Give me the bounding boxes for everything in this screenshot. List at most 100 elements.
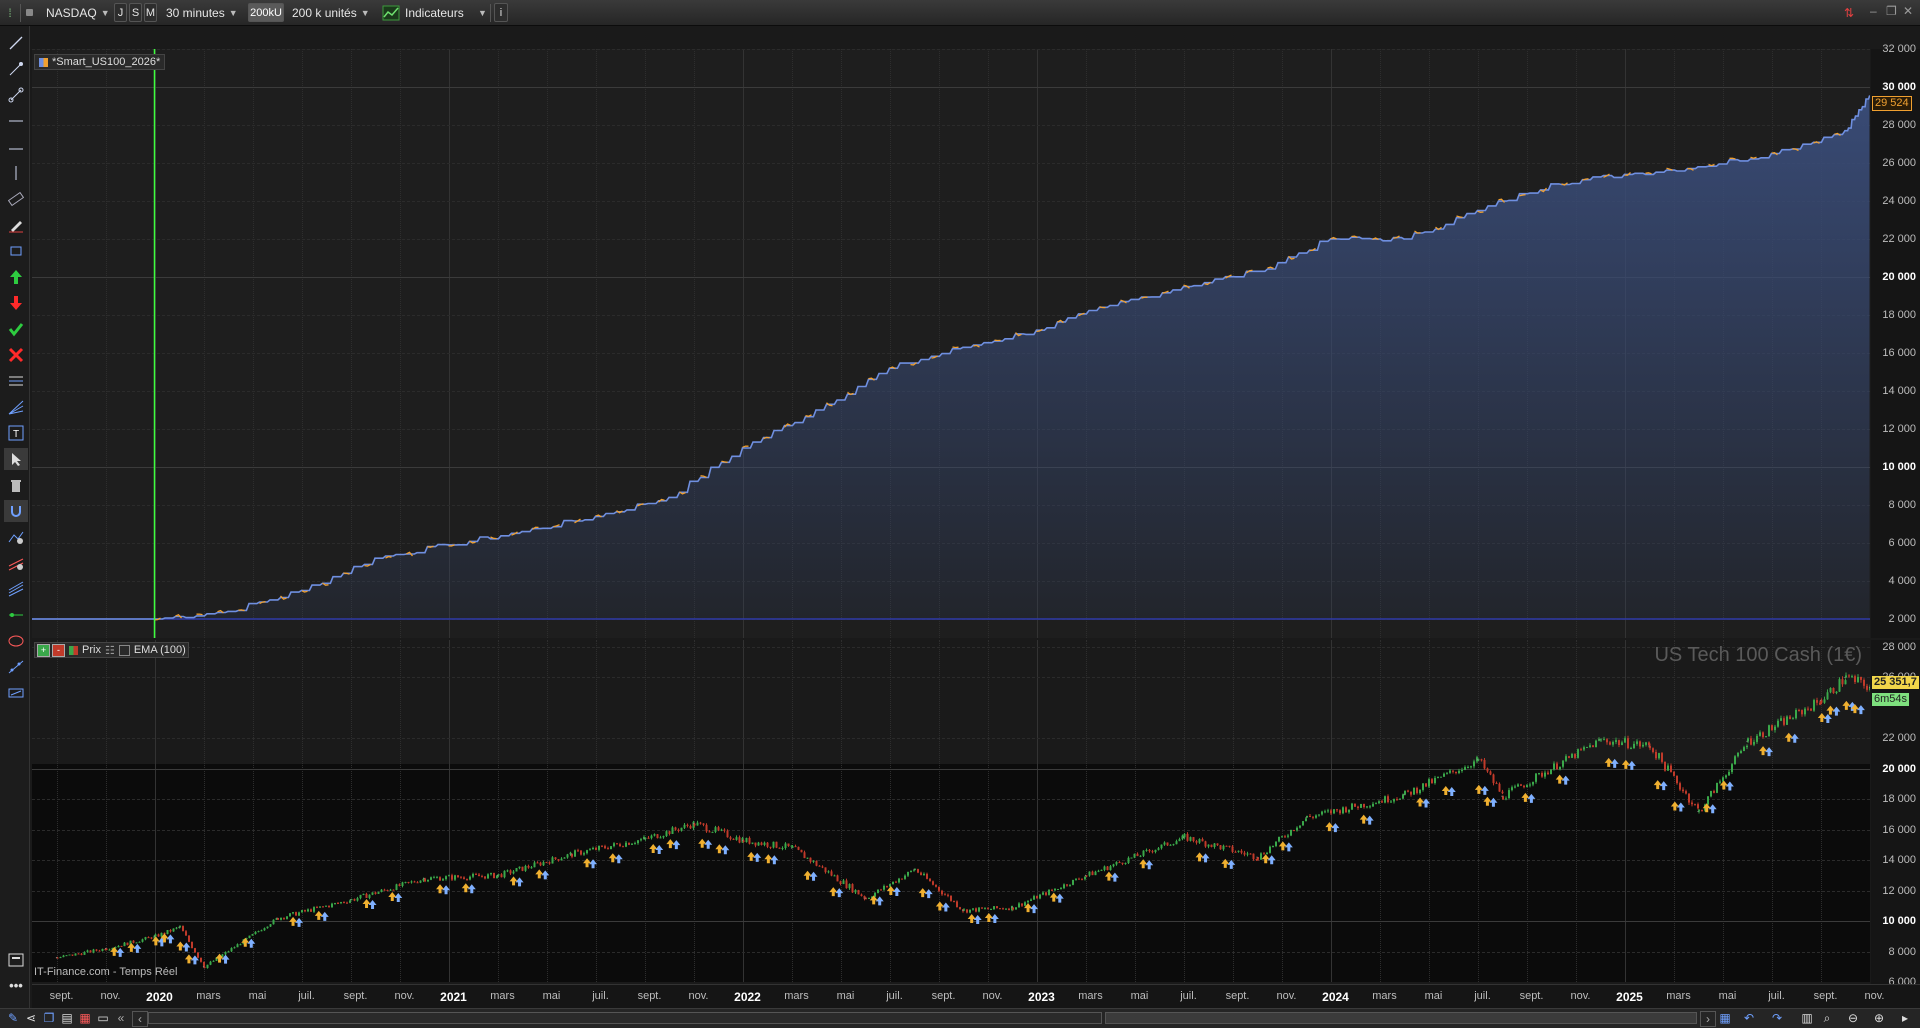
info-icon[interactable]: i — [494, 3, 508, 22]
redo-icon[interactable]: ↷ — [1770, 1011, 1784, 1025]
candle — [360, 895, 362, 898]
rectangle-tool-icon[interactable] — [4, 240, 28, 262]
units-select[interactable]: 200 k unités▼ — [292, 3, 372, 22]
scroll-track[interactable] — [148, 1012, 1102, 1024]
trade-marker — [919, 888, 933, 898]
trash-icon[interactable] — [4, 474, 28, 496]
pencil-icon[interactable] — [4, 214, 28, 236]
minimize-icon[interactable]: – — [1870, 4, 1877, 18]
fibonacci-fan-icon[interactable] — [4, 396, 28, 418]
segment-tool-icon[interactable] — [4, 84, 28, 106]
vertical-line-icon[interactable] — [4, 162, 28, 184]
candle — [1520, 784, 1522, 785]
copy-icon[interactable]: ❐ — [42, 1011, 56, 1025]
strategy-legend[interactable]: *Smart_US100_2026* — [34, 54, 165, 70]
candle — [207, 965, 209, 968]
trade-marker — [1442, 786, 1456, 796]
market-select[interactable]: NASDAQ▼ — [46, 3, 108, 22]
scroll-right-icon[interactable]: › — [1700, 1011, 1716, 1027]
refresh-icon[interactable]: ⇅ — [1844, 3, 1860, 22]
svg-text:T: T — [13, 429, 19, 440]
backtest-icon[interactable]: ▦ — [78, 1011, 92, 1025]
horizontal-ray-icon[interactable] — [4, 136, 28, 158]
units-preset-button[interactable]: 200kU — [248, 3, 284, 22]
line-tool-icon[interactable] — [4, 32, 28, 54]
price-point — [154, 936, 155, 937]
y-axis-label: 22 000 — [1882, 732, 1916, 744]
more-tools-icon[interactable]: ••• — [4, 974, 28, 996]
candle — [1155, 850, 1157, 852]
pitchfork-icon[interactable] — [4, 578, 28, 600]
candle — [564, 857, 566, 858]
color-menu-icon[interactable] — [26, 3, 34, 22]
indicators-menu[interactable]: Indicateurs — [405, 3, 481, 22]
chevron-down-icon[interactable]: ▼ — [474, 3, 486, 22]
zoom-out-icon[interactable]: ⊖ — [1846, 1011, 1860, 1025]
undo-icon[interactable]: ↶ — [1742, 1011, 1756, 1025]
ellipse-tool-icon[interactable] — [4, 630, 28, 652]
timeframe-week-button[interactable]: S — [129, 3, 142, 22]
price-chart[interactable] — [32, 640, 1870, 982]
candle — [182, 926, 184, 931]
list-icon[interactable]: ☷ — [105, 644, 115, 657]
candle — [926, 874, 928, 879]
candle — [1493, 774, 1495, 783]
screen-icon[interactable]: ▭ — [96, 1011, 110, 1025]
ruler-icon[interactable] — [4, 188, 28, 210]
ema-checkbox[interactable] — [119, 645, 130, 656]
alert-line-icon[interactable] — [4, 604, 28, 626]
scroll-left-icon[interactable]: ‹ — [132, 1011, 148, 1027]
share-icon[interactable]: ⋖ — [24, 1011, 38, 1025]
rewind-icon[interactable]: « — [114, 1011, 128, 1025]
minus-icon[interactable]: - — [52, 644, 65, 657]
price-point — [178, 927, 179, 928]
grip-icon[interactable]: ⁞ — [4, 3, 16, 22]
y-axis-label: 28 000 — [1882, 119, 1916, 131]
regression-icon[interactable] — [4, 656, 28, 678]
toolbox-icon[interactable] — [4, 948, 28, 970]
equity-chart[interactable] — [32, 49, 1870, 638]
ema-legend-label[interactable]: EMA (100) — [134, 644, 186, 656]
timeframe-day-button[interactable]: J — [114, 3, 127, 22]
horizontal-line-icon[interactable] — [4, 110, 28, 132]
arrow-up-icon[interactable] — [4, 266, 28, 288]
close-icon[interactable]: ✕ — [1903, 4, 1913, 18]
ray-tool-icon[interactable] — [4, 58, 28, 80]
price-legend-label[interactable]: Prix — [82, 644, 101, 656]
candle — [816, 861, 818, 866]
time-axis-label: nov. — [1865, 990, 1885, 1002]
time-axis-label: mars — [490, 990, 514, 1002]
scroll-thumb[interactable] — [1105, 1012, 1697, 1024]
pen-icon[interactable]: ✎ — [6, 1011, 20, 1025]
candle — [947, 895, 949, 896]
channel-settings-icon[interactable] — [4, 552, 28, 574]
restore-icon[interactable]: ❐ — [1886, 4, 1897, 18]
magnet-icon[interactable] — [4, 500, 28, 522]
candle — [1863, 680, 1865, 686]
plus-icon[interactable]: + — [37, 644, 50, 657]
measure-icon[interactable] — [4, 682, 28, 704]
candle — [136, 942, 138, 943]
indicators-icon[interactable] — [382, 3, 400, 22]
calendar-icon[interactable]: ▦ — [1718, 1011, 1732, 1025]
interval-select[interactable]: 30 minutes▼ — [166, 3, 242, 22]
report-icon[interactable]: ▤ — [60, 1011, 74, 1025]
trend-settings-icon[interactable] — [4, 526, 28, 548]
time-axis-label: mai — [1425, 990, 1443, 1002]
candle — [834, 875, 836, 876]
cursor-icon[interactable] — [4, 448, 28, 470]
timeframe-month-button[interactable]: M — [144, 3, 157, 22]
check-icon[interactable] — [4, 318, 28, 340]
arrow-down-icon[interactable] — [4, 292, 28, 314]
text-tool-icon[interactable]: T — [4, 422, 28, 444]
chart-settings-icon[interactable]: ▥ — [1800, 1011, 1814, 1025]
zoom-fit-icon[interactable]: ⌕ — [1820, 1011, 1834, 1025]
fibonacci-icon[interactable] — [4, 370, 28, 392]
more-icon[interactable]: ▸ — [1898, 1011, 1912, 1025]
candle — [1431, 779, 1433, 783]
cross-icon[interactable] — [4, 344, 28, 366]
zoom-in-icon[interactable]: ⊕ — [1872, 1011, 1886, 1025]
